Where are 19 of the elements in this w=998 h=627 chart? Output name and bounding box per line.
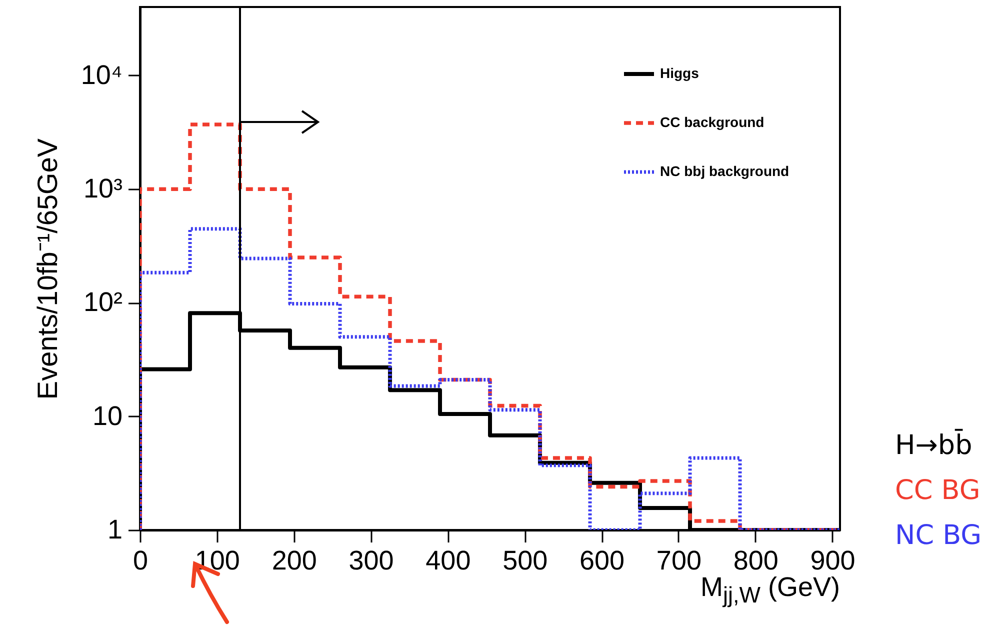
x-tick-label: 700 (656, 546, 702, 576)
y-tick-label: 10² (83, 287, 122, 318)
legend-label: NC bbj background (660, 163, 790, 179)
text: CC BG (895, 475, 980, 506)
y-tick-label: 10³ (83, 174, 122, 204)
legend-label: Higgs (660, 65, 700, 81)
legend-label: CC background (660, 114, 764, 130)
text: NC BG (895, 520, 982, 551)
x-tick-label: 300 (348, 546, 394, 576)
x-tick-label: 600 (580, 546, 625, 576)
y-tick-label: 1 (107, 514, 122, 544)
y-axis-title: Events/10fb⁻¹/65GeV (32, 138, 63, 400)
x-tick-label: 400 (426, 546, 471, 576)
y-tick-label: 10⁴ (80, 60, 122, 90)
x-tick-label: 500 (502, 546, 548, 576)
y-tick-label: 10 (92, 400, 122, 431)
x-tick-label: 0 (132, 546, 148, 576)
text: H→bb̄ (895, 430, 972, 461)
x-tick-label: 200 (272, 546, 317, 576)
